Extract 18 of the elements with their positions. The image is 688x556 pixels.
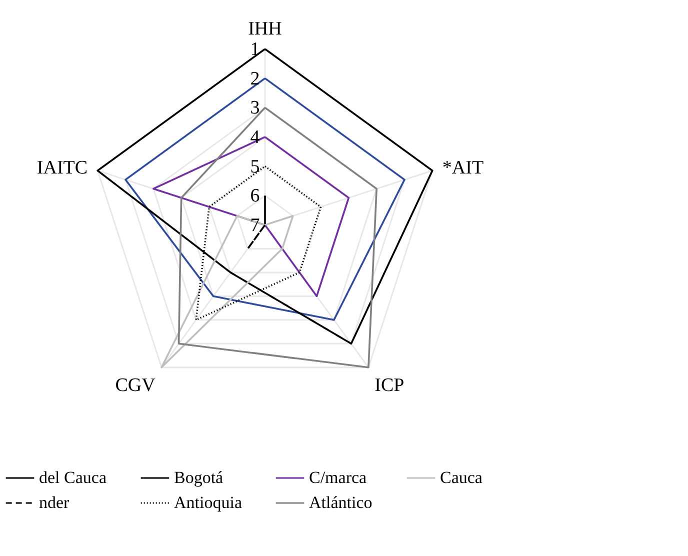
y-tick-label: 6 (250, 186, 260, 207)
legend-label: Atlántico (309, 493, 372, 512)
legend-label: C/marca (309, 468, 368, 487)
spoke-label: CGV (115, 374, 156, 396)
y-tick-label: 7 (250, 215, 260, 236)
spoke-label: *AIT (442, 157, 484, 178)
y-tick-label: 3 (250, 98, 260, 119)
legend-label: Cauca (440, 468, 483, 487)
y-tick-label: 1 (250, 39, 260, 60)
spoke-label: ICP (374, 374, 404, 396)
y-tick-label: 2 (250, 68, 260, 90)
legend-label: del Cauca (39, 468, 107, 487)
spoke-label: IHH (248, 18, 282, 40)
spoke-label: IAITC (36, 157, 88, 178)
legend-label: Bogotá (174, 468, 224, 487)
y-tick-label: 5 (250, 156, 260, 178)
legend-label: Antioquia (174, 493, 242, 512)
legend-label: nder (39, 493, 70, 512)
